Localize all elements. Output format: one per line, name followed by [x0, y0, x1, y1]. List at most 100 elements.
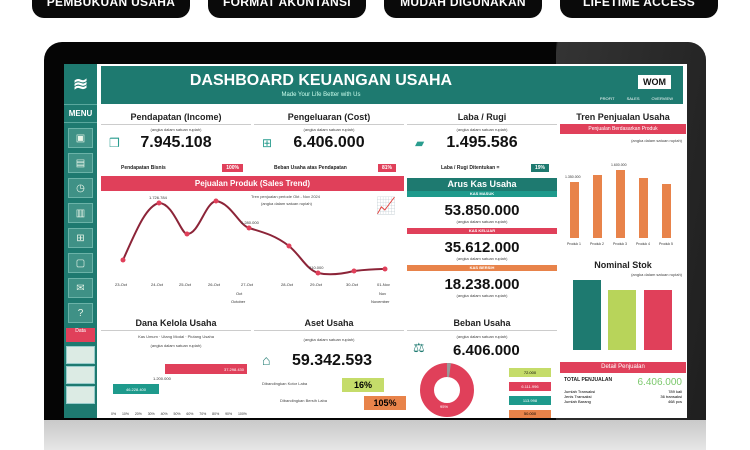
svg-text:Produk 3: Produk 3 — [613, 242, 627, 246]
menu-label: MENU — [64, 104, 97, 123]
money-icon: ❒ — [109, 136, 120, 150]
brand-logo-icon: ≋ — [72, 73, 89, 94]
income-footer: Pendapatan Bisnis — [121, 165, 166, 171]
chart-icon[interactable]: ▥ — [68, 203, 93, 223]
mail-icon[interactable]: ✉ — [68, 278, 93, 298]
sales-by-product-card: Tren Penjualan Usaha Penjualan Berdasark… — [560, 108, 686, 258]
wallet-icon: ▰ — [415, 136, 425, 150]
monitor-stand — [44, 420, 706, 450]
cart-icon: ⊞ — [262, 136, 273, 150]
feature-pill-pembukuan: PEMBUKUAN USAHA — [32, 0, 190, 18]
income-badge: 100% — [222, 164, 243, 172]
cost-badge: 81% — [377, 164, 396, 172]
sales-by-product-bar-chart: 1.350.000 1.600.000 Produk 1 Produk 2 Produ… — [565, 163, 673, 246]
items-label: Jumlah Barang — [564, 399, 591, 404]
cost-title: Pengeluaran (Cost) — [254, 108, 404, 125]
profit-badge: 19% — [530, 164, 549, 172]
sales-by-product-note: (angka dalam satuan rupiah) — [631, 138, 682, 143]
document-icon[interactable]: ▢ — [68, 253, 93, 273]
svg-text:1.350.000: 1.350.000 — [565, 175, 581, 179]
svg-text:Produk 1: Produk 1 — [567, 242, 581, 246]
expense-item-3: 113.998 — [509, 396, 551, 405]
svg-text:October: October — [231, 299, 246, 304]
briefcase-icon[interactable]: ▤ — [68, 153, 93, 173]
wom-logo: WOM — [638, 75, 671, 89]
cost-note: (angka dalam satuan rupiah) — [303, 127, 355, 132]
page-title: DASHBOARD KEUANGAN USAHA — [189, 72, 453, 89]
profit-card: Laba / Rugi (angka dalam satuan rupiah) … — [407, 108, 557, 174]
svg-text:28-Oct: 28-Oct — [281, 282, 294, 287]
profit-value: 1.495.586 — [446, 134, 518, 151]
nav-overview[interactable]: OVERVIEW — [651, 96, 674, 101]
svg-text:1.280.000: 1.280.000 — [241, 220, 260, 225]
assets-title: Aset Usaha — [254, 314, 404, 331]
cash-net-label: KAS BERSIH — [407, 265, 557, 271]
stock-bar-chart — [573, 280, 672, 350]
svg-text:30-Oct: 30-Oct — [346, 282, 359, 287]
cashflow-row-out: KAS KELUAR 35.612.000 (angka dalam satua… — [407, 228, 557, 261]
funds-note: (angka dalam satuan rupiah) — [150, 343, 202, 348]
profit-footer: Laba / Rugi Ditentukan = — [441, 165, 500, 171]
cart-icon[interactable]: ⊞ — [68, 228, 93, 248]
assets-row2-value: 105% — [364, 396, 406, 410]
sidebar-thumbnail[interactable] — [66, 346, 95, 364]
funds-title: Dana Kelola Usaha — [101, 314, 251, 331]
sidebar: ≋ MENU ▣ ▤ ◷ ▥ ⊞ ▢ ✉ ? Data — [64, 64, 97, 418]
help-icon[interactable]: ? — [68, 303, 93, 323]
page-subtitle: Made Your Life Better with Us — [281, 92, 361, 98]
assets-value: 59.342.593 — [292, 352, 373, 369]
nav-sales[interactable]: SALES — [626, 96, 640, 101]
cash-out-value: 35.612.000 — [444, 239, 520, 256]
income-card: Pendapatan (Income) (angka dalam satuan … — [101, 108, 251, 174]
sales-trend-title: Pejualan Produk (Sales Trend) — [101, 176, 404, 191]
svg-text:Produk 2: Produk 2 — [590, 242, 604, 246]
svg-text:24-Oct: 24-Oct — [151, 282, 164, 287]
svg-text:Produk 4: Produk 4 — [636, 242, 650, 246]
clock-icon[interactable]: ◷ — [68, 178, 93, 198]
scale-icon: ⚖ — [413, 340, 425, 355]
items-value: 468 pcs — [667, 399, 682, 404]
sales-detail-banner: Detail Penjualan — [560, 362, 686, 373]
dashboard-screen: ≋ MENU ▣ ▤ ◷ ▥ ⊞ ▢ ✉ ? Data DASHBOARD KE… — [64, 64, 687, 418]
funds-bar-3: 46.228.400 — [113, 384, 159, 394]
sidebar-thumbnail[interactable] — [66, 386, 95, 404]
cashflow-row-net: KAS BERSIH 18.238.000 (angka dalam satua… — [407, 265, 557, 298]
cashflow-card: Arus Kas Usaha KAS MASUK 53.850.000 (ang… — [407, 178, 557, 310]
assets-note: (angka dalam satuan rupiah) — [303, 337, 355, 342]
trend-chart-icon: 📈 — [376, 198, 396, 215]
house-icon: ⌂ — [262, 352, 271, 368]
sidebar-data-button[interactable]: Data — [66, 328, 95, 342]
expenses-note: (angka dalam satuan rupiah) — [456, 334, 508, 339]
svg-text:26-Oct: 26-Oct — [208, 282, 221, 287]
stock-title: Nominal Stok — [594, 260, 652, 270]
cash-out-label: KAS KELUAR — [407, 228, 557, 234]
cash-in-note: (angka dalam satuan rupiah) — [456, 219, 508, 224]
cash-out-note: (angka dalam satuan rupiah) — [456, 256, 508, 261]
nav-profit[interactable]: PROFIT — [599, 96, 615, 101]
feature-pill-lifetime: LIFETIME ACCESS — [560, 0, 718, 18]
sales-trend-line-chart: 1.726.784 1.280.000 610.000 23-Oct 24-Oct 25… — [115, 195, 390, 304]
svg-text:Nov: Nov — [379, 291, 386, 296]
cashflow-title: Arus Kas Usaha — [407, 178, 557, 191]
cash-net-value: 18.238.000 — [444, 276, 520, 293]
sales-trend-card: Pejualan Produk (Sales Trend) Tren penju… — [101, 176, 404, 310]
sidebar-thumbnail[interactable] — [66, 366, 95, 384]
expenses-donut-chart — [420, 363, 474, 417]
cost-value: 6.406.000 — [293, 134, 365, 151]
profit-title: Laba / Rugi — [407, 108, 557, 125]
cash-in-label: KAS MASUK — [407, 191, 557, 197]
dashboard-header: DASHBOARD KEUANGAN USAHA Made Your Life … — [101, 66, 683, 104]
total-sales-label: TOTAL PENJUALAN — [564, 377, 613, 383]
expense-item-4: 50.000 — [509, 410, 551, 418]
donut-label: 95% — [440, 404, 449, 409]
svg-text:01-Nov: 01-Nov — [377, 282, 390, 287]
funds-legend: Kas Umum · Utang Modal · Piutang Usaha — [138, 334, 214, 339]
svg-text:Oct: Oct — [236, 291, 243, 296]
sales-by-product-title: Tren Penjualan Usaha — [576, 112, 670, 122]
transactions-label: Jumlah Transaksi — [564, 389, 596, 394]
sales-trend-note2: (angka dalam satuan rupiah) — [261, 201, 312, 206]
svg-text:27-Oct: 27-Oct — [241, 282, 254, 287]
header-nav: PROFIT SALES OVERVIEW — [600, 96, 673, 101]
income-icon[interactable]: ▣ — [68, 128, 93, 148]
total-sales-value: 6.406.000 — [637, 377, 683, 388]
